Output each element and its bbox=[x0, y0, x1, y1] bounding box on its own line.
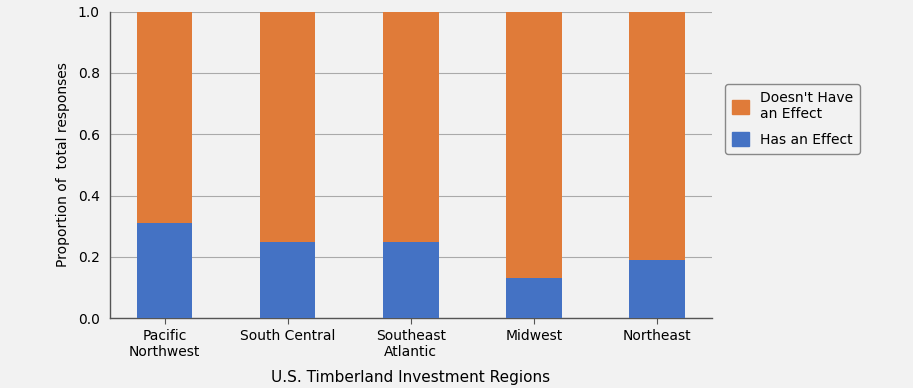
Y-axis label: Proportion of  total responses: Proportion of total responses bbox=[56, 62, 69, 267]
Bar bbox=[137, 223, 193, 318]
Bar bbox=[629, 260, 685, 318]
Bar bbox=[506, 278, 561, 318]
Bar bbox=[506, 12, 561, 278]
Bar bbox=[383, 241, 438, 318]
Legend: Doesn't Have
an Effect, Has an Effect: Doesn't Have an Effect, Has an Effect bbox=[725, 84, 860, 154]
Bar bbox=[137, 12, 193, 223]
Bar bbox=[260, 241, 316, 318]
Bar bbox=[260, 12, 316, 241]
Bar bbox=[629, 12, 685, 260]
Bar bbox=[383, 12, 438, 241]
X-axis label: U.S. Timberland Investment Regions: U.S. Timberland Investment Regions bbox=[271, 370, 551, 385]
